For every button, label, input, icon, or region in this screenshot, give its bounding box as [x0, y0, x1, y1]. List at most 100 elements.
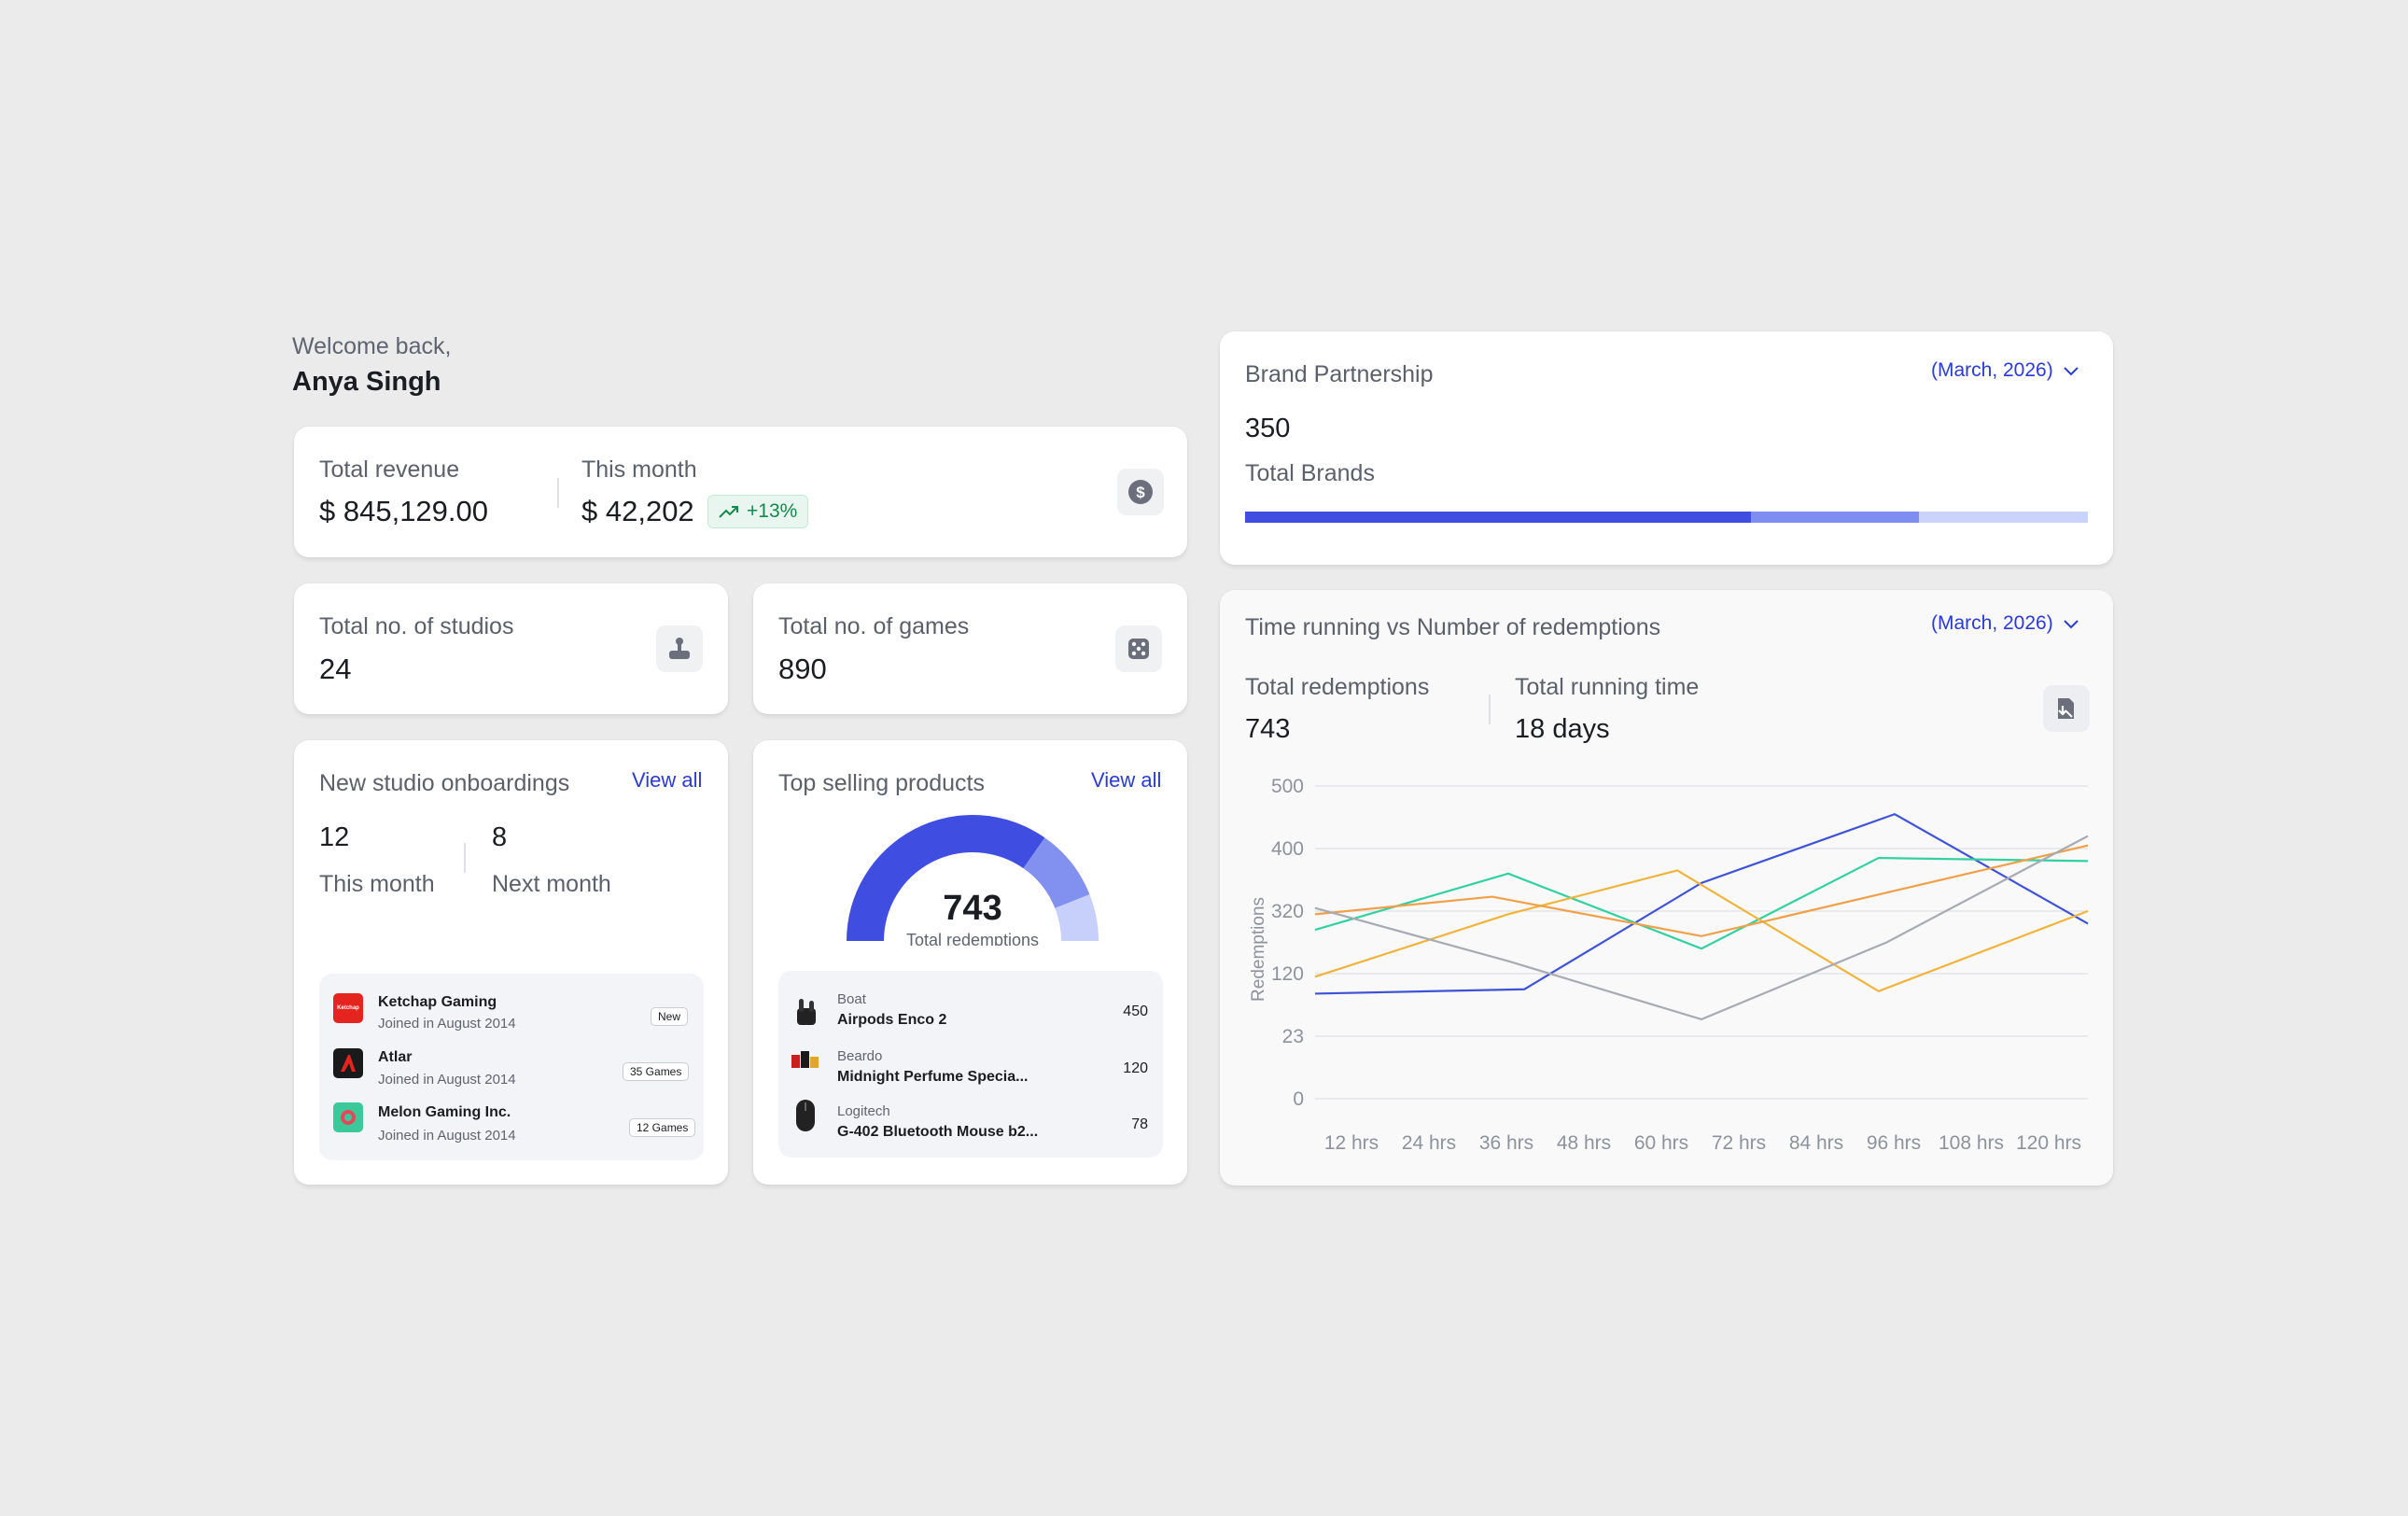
next-month-value: 8: [492, 822, 508, 852]
mouse-icon: [796, 1100, 815, 1131]
products-list: Boat Airpods Enco 2 450 Beardo Midnight …: [778, 971, 1163, 1158]
x-tick-label: 48 hrs: [1557, 1132, 1611, 1154]
brand-partnership-card: Brand Partnership (March, 2026) 350 Tota…: [1220, 331, 2113, 565]
x-tick-label: 24 hrs: [1402, 1132, 1456, 1154]
list-item[interactable]: Logitech G-402 Bluetooth Mouse b2... 78: [778, 1085, 1163, 1141]
top-products-view-all-link[interactable]: View all: [1091, 768, 1162, 792]
total-revenue-value: $ 845,129.00: [319, 495, 489, 527]
product-name: Midnight Perfume Specia...: [837, 1069, 1029, 1085]
x-tick-label: 36 hrs: [1479, 1132, 1533, 1154]
next-month-label: Next month: [492, 871, 611, 897]
chevron-down-icon: [2064, 620, 2079, 629]
melon-logo: [333, 1102, 363, 1132]
product-brand: Boat: [837, 991, 866, 1007]
redemptions-gauge: 743 Total redemptions: [847, 815, 1099, 946]
chart-date: (March, 2026): [1931, 612, 2053, 634]
trend-badge: +13%: [707, 495, 809, 528]
list-item[interactable]: Boat Airpods Enco 2 450: [778, 971, 1163, 1029]
divider: [557, 478, 559, 508]
brand-date-select[interactable]: (March, 2026): [1931, 359, 2079, 382]
y-tick-label: 500: [1271, 777, 1304, 797]
series-line: [1314, 812, 2089, 995]
redemptions-line-chart: 500 400 320 120 23 0 12 hrs 24 hrs 36 hrs 48 hrs…: [1249, 777, 2089, 1154]
this-month-value: 12: [319, 822, 350, 852]
list-item[interactable]: Beardo Midnight Perfume Specia... 120: [778, 1029, 1163, 1085]
studio-badge: 12 Games: [629, 1118, 696, 1137]
download-icon[interactable]: [2043, 685, 2090, 732]
x-tick-label: 12 hrs: [1324, 1132, 1379, 1154]
svg-text:$: $: [1136, 484, 1145, 501]
revenue-card: Total revenue $ 845,129.00 This month $ …: [294, 427, 1187, 557]
y-tick-label: 23: [1282, 1026, 1304, 1047]
running-time-label: Total running time: [1515, 674, 1700, 700]
earbuds-icon: [797, 999, 816, 1025]
series-line: [1314, 835, 2089, 1021]
trend-value: +13%: [747, 500, 798, 522]
studio-badge: New: [651, 1007, 689, 1026]
running-time-value: 18 days: [1515, 714, 1610, 744]
studio-joined: Joined in August 2014: [378, 1128, 516, 1144]
x-tick-label: 72 hrs: [1712, 1132, 1766, 1154]
product-brand: Beardo: [837, 1048, 883, 1064]
gauge-segment: [847, 815, 1045, 941]
total-redemptions-value: 743: [1245, 714, 1291, 744]
brand-label: Total Brands: [1245, 460, 1375, 486]
product-value: 450: [1123, 1004, 1148, 1019]
series-line: [1314, 856, 2089, 950]
x-tick-label: 84 hrs: [1789, 1132, 1843, 1154]
studios-card: Total no. of studios 24: [294, 583, 728, 714]
studio-name: Atlar: [378, 1049, 413, 1065]
brand-bar-segment: [1245, 512, 1751, 523]
list-item[interactable]: Atlar Joined in August 2014 35 Games: [319, 1030, 704, 1088]
studio-joined: Joined in August 2014: [378, 1072, 516, 1088]
games-label: Total no. of games: [778, 613, 970, 639]
games-value: 890: [778, 653, 827, 685]
studio-name: Ketchap Gaming: [378, 994, 497, 1010]
studios-value: 24: [319, 653, 352, 685]
list-item[interactable]: Ketchap Ketchap Gaming Joined in August …: [319, 974, 704, 1032]
onboardings-view-all-link[interactable]: View all: [632, 768, 703, 792]
studio-name: Melon Gaming Inc.: [378, 1104, 511, 1120]
product-brand: Logitech: [837, 1103, 890, 1119]
total-redemptions-label: Total redemptions: [1245, 674, 1430, 700]
dice-icon[interactable]: [1115, 625, 1162, 672]
total-revenue-label: Total revenue: [319, 456, 460, 483]
top-products-title: Top selling products: [778, 770, 985, 796]
this-month-label: This month: [319, 871, 435, 897]
y-tick-label: 400: [1271, 838, 1304, 860]
month-revenue-value: $ 42,202: [581, 495, 694, 527]
perfume-icon: [791, 1051, 819, 1068]
product-value: 120: [1123, 1060, 1148, 1076]
top-products-card: Top selling products View all 743 Total …: [753, 740, 1187, 1185]
x-tick-label: 60 hrs: [1634, 1132, 1688, 1154]
onboardings-list: Ketchap Ketchap Gaming Joined in August …: [319, 974, 704, 1160]
product-value: 78: [1131, 1116, 1148, 1132]
y-tick-label: 120: [1271, 963, 1304, 985]
product-name: Airpods Enco 2: [837, 1012, 947, 1028]
x-tick-label: 108 hrs: [1939, 1132, 2004, 1154]
ketchap-logo: Ketchap: [333, 993, 363, 1023]
chart-date-select[interactable]: (March, 2026): [1931, 612, 2079, 635]
onboardings-title: New studio onboardings: [319, 770, 570, 796]
studio-joined: Joined in August 2014: [378, 1016, 516, 1032]
brand-date: (March, 2026): [1931, 359, 2053, 381]
brand-bar-segment: [1750, 512, 1920, 523]
y-tick-label: 0: [1293, 1088, 1304, 1110]
studio-badge: 35 Games: [623, 1062, 690, 1081]
gauge-segment: [1023, 837, 1090, 908]
joystick-icon[interactable]: [656, 625, 703, 672]
y-tick-label: 320: [1271, 901, 1304, 922]
divider: [464, 843, 466, 873]
dollar-icon[interactable]: $: [1117, 469, 1164, 515]
series-line: [1314, 869, 2089, 992]
brand-bar-segment: [1919, 512, 2088, 523]
list-item[interactable]: Melon Gaming Inc. Joined in August 2014 …: [319, 1086, 704, 1144]
chart-title: Time running vs Number of redemptions: [1245, 614, 1661, 640]
onboardings-card: New studio onboardings View all 12 This …: [294, 740, 728, 1185]
divider: [1489, 695, 1491, 724]
atlar-logo: [333, 1048, 363, 1078]
user-name: Anya Singh: [292, 367, 441, 397]
y-axis-label: Redemptions: [1249, 897, 1268, 1002]
x-tick-label: 96 hrs: [1867, 1132, 1921, 1154]
gauge-label: Total redemptions: [906, 931, 1039, 946]
